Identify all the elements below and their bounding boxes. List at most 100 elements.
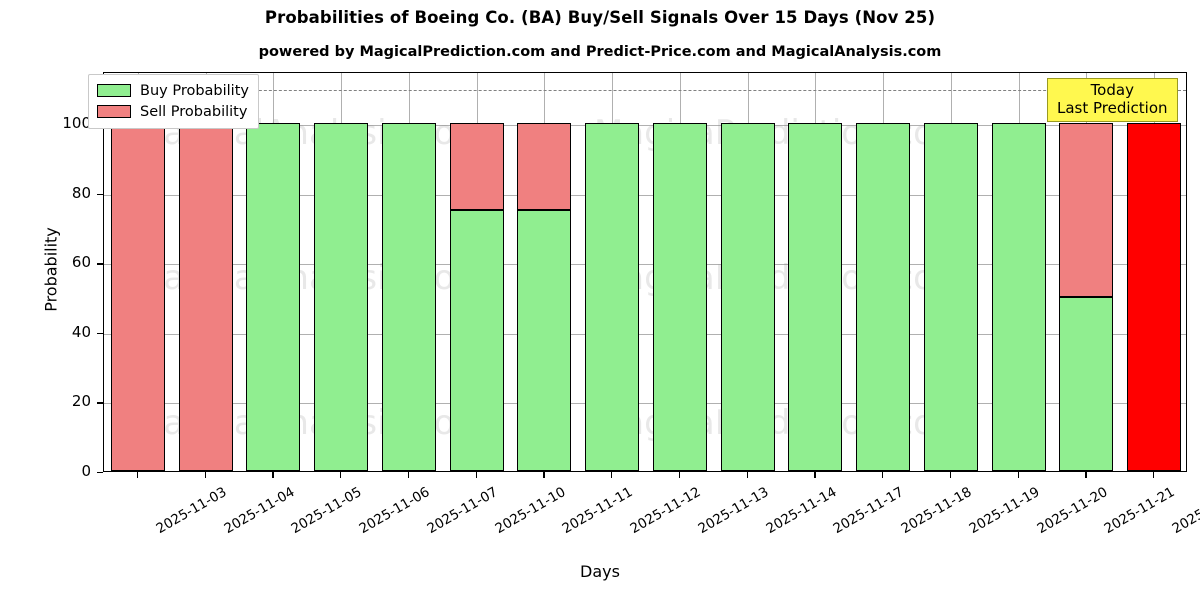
legend-swatch-buy (97, 84, 131, 97)
legend-label-buy: Buy Probability (140, 82, 249, 99)
x-tick-mark (746, 472, 748, 478)
bar-segment[interactable] (178, 123, 233, 471)
x-axis-label: Days (580, 562, 620, 581)
y-axis-label: Probability (41, 227, 61, 312)
gridline-y (104, 194, 1186, 196)
bar-group[interactable] (1127, 71, 1182, 471)
y-tick-label: 0 (81, 462, 91, 480)
x-tick-label: 2025-11-05 (288, 484, 365, 538)
gridline-y (104, 264, 1186, 266)
x-tick-label: 2025-11-06 (356, 484, 433, 538)
bar-segment[interactable] (856, 123, 911, 471)
y-tick-label: 60 (71, 253, 91, 272)
bar-segment[interactable] (314, 123, 369, 471)
y-tick-mark (97, 472, 103, 474)
bar-segment[interactable] (923, 123, 978, 471)
x-tick-label: 2025-11-21 (1101, 484, 1178, 538)
y-tick-mark (97, 193, 103, 196)
bar-segment[interactable] (110, 123, 165, 471)
bar-group[interactable] (585, 71, 640, 471)
x-tick-mark (1017, 472, 1019, 478)
bar-segment[interactable] (381, 123, 436, 471)
bar-segment[interactable] (517, 210, 572, 471)
bar-group[interactable] (991, 71, 1046, 471)
reference-line (104, 90, 1186, 92)
legend-label-sell: Sell Probability (140, 103, 248, 120)
x-tick-mark (882, 472, 884, 478)
gridline-y (104, 125, 1186, 127)
x-tick-mark (475, 472, 477, 478)
chart-subtitle: powered by MagicalPrediction.com and Pre… (258, 44, 942, 60)
legend-item-sell: Sell Probability (97, 101, 249, 122)
bar-segment[interactable] (720, 123, 775, 471)
bar-segment[interactable] (246, 123, 301, 471)
bar-segment[interactable] (449, 123, 504, 211)
x-tick-mark (543, 472, 545, 478)
legend-swatch-sell (97, 105, 131, 118)
y-tick-mark (97, 263, 103, 265)
bar-group[interactable] (178, 71, 233, 471)
today-annotation: Today Last Prediction (1047, 78, 1178, 123)
bar-segment[interactable] (517, 123, 572, 211)
bar-segment[interactable] (652, 123, 707, 471)
x-tick-label: 2025-11-18 (898, 484, 975, 538)
x-tick-label: 2025-11-20 (1034, 484, 1111, 538)
x-tick-mark (204, 472, 206, 478)
bar-segment[interactable] (585, 123, 640, 471)
today-line2: Last Prediction (1057, 98, 1168, 117)
gridline-y (104, 403, 1186, 405)
legend-item-buy: Buy Probability (97, 80, 249, 101)
plot-area: MagicalAnalysis.com MagicaPrediction.com M… (103, 72, 1187, 472)
y-tick-label: 20 (71, 392, 91, 411)
bar-segment[interactable] (1059, 123, 1114, 298)
y-tick-label: 100 (62, 114, 91, 133)
today-line1: Today (1090, 81, 1134, 99)
x-tick-mark (272, 472, 274, 478)
y-tick-label: 80 (71, 183, 91, 202)
bar-group[interactable] (788, 71, 843, 471)
bar-group[interactable] (314, 71, 369, 471)
x-tick-mark (136, 472, 139, 478)
x-tick-mark (814, 472, 816, 478)
gridline-y (104, 333, 1186, 335)
x-tick-label: 2025-11-03 (153, 484, 230, 538)
x-tick-mark (1085, 472, 1087, 478)
bar-group[interactable] (110, 71, 165, 471)
bar-segment[interactable] (1059, 297, 1114, 471)
x-tick-label: 2025-11-07 (424, 484, 501, 538)
bar-group[interactable] (856, 71, 911, 471)
reference-line-layer (104, 73, 1186, 471)
bars-layer (104, 73, 1186, 471)
bar-group[interactable] (449, 71, 504, 471)
x-tick-label: 2025-11-11 (559, 484, 636, 538)
bar-group[interactable] (652, 71, 707, 471)
bar-group[interactable] (720, 71, 775, 471)
x-tick-mark (678, 472, 681, 478)
x-tick-mark (407, 472, 410, 478)
x-tick-label: 2025-11-17 (830, 484, 907, 538)
x-tick-mark (949, 472, 952, 478)
x-tick-mark (611, 472, 613, 478)
bar-group[interactable] (381, 71, 436, 471)
bar-group[interactable] (246, 71, 301, 471)
x-tick-label: 2025-11-12 (627, 484, 704, 538)
y-tick-label: 40 (71, 322, 91, 341)
bar-group[interactable] (923, 71, 978, 471)
y-tick-mark (97, 332, 103, 335)
x-tick-mark (340, 472, 342, 478)
chart-title: Probabilities of Boeing Co. (BA) Buy/Sel… (264, 8, 936, 27)
x-tick-label: 2025-11-19 (966, 484, 1043, 538)
y-tick-mark (97, 402, 103, 404)
bar-segment[interactable] (991, 123, 1046, 471)
x-tick-label: 2025-11-14 (763, 484, 840, 538)
x-tick-label: 2025-11-04 (221, 484, 298, 538)
bar-segment[interactable] (449, 210, 504, 471)
bar-segment[interactable] (1127, 123, 1182, 471)
bar-segment[interactable] (788, 123, 843, 471)
bar-group[interactable] (1059, 71, 1114, 471)
bar-group[interactable] (517, 71, 572, 471)
x-tick-label: 2025-11-13 (695, 484, 772, 538)
chart-legend: Buy Probability Sell Probability (88, 74, 259, 129)
x-tick-label: 2025-11-10 (492, 484, 569, 538)
